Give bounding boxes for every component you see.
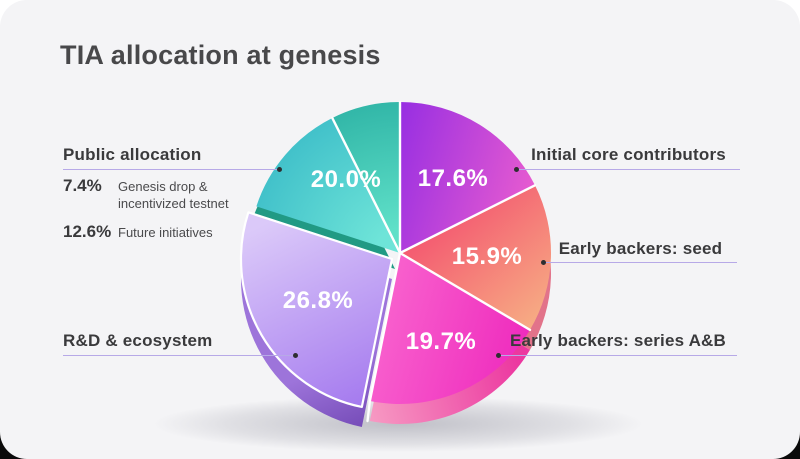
slice-early-backers-series-ab — [369, 253, 530, 404]
pie-pct-seed: 15.9% — [452, 243, 523, 270]
slice-public-genesis-drop — [332, 102, 400, 253]
pie-percentage-labels: 17.6% 15.9% 19.7% 20.0% — [311, 165, 523, 355]
slice-early-backers-seed — [400, 185, 552, 330]
slice-initial-core-contributors — [400, 102, 535, 253]
slice-rnd-ecosystem — [239, 211, 394, 409]
slice-dividers — [331, 100, 537, 423]
pie-pct-initial-core: 17.6% — [418, 165, 489, 192]
page-title: TIA allocation at genesis — [60, 40, 381, 70]
pie-shadow — [153, 396, 643, 452]
pie-pct-series-ab: 19.7% — [406, 328, 477, 355]
pie-pct-public-total: 20.0% — [311, 166, 382, 193]
pie-pct-rnd: 26.8% — [283, 287, 354, 314]
pie-top-layer: 26.8% — [239, 100, 552, 423]
slice-public-future-initiatives — [256, 118, 400, 254]
